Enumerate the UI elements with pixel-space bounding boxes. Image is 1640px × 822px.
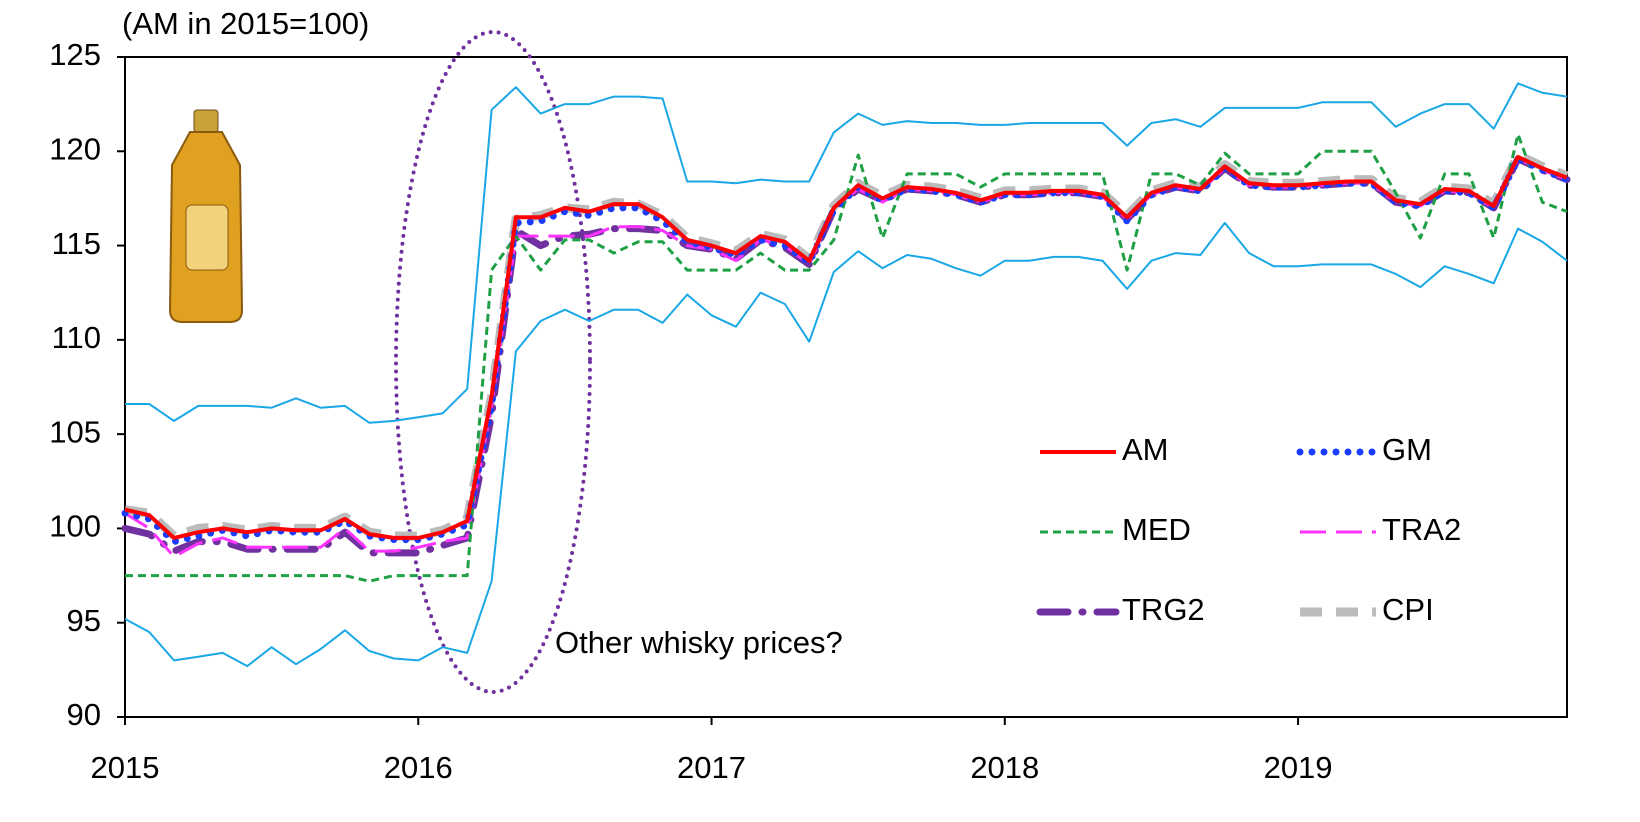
y-tick-label: 110: [52, 320, 101, 355]
series-line: [125, 83, 1567, 422]
series-line: [125, 157, 1567, 538]
legend-label: AM: [1122, 432, 1169, 467]
bottle-icon: [170, 110, 242, 322]
legend-label: CPI: [1382, 592, 1434, 627]
series-line: [125, 223, 1567, 666]
y-tick-label: 100: [49, 509, 101, 544]
axis-unit-note: (AM in 2015=100): [122, 6, 369, 41]
series-line: [125, 155, 1567, 536]
y-tick-label: 95: [67, 603, 101, 638]
y-tick-label: 125: [49, 37, 101, 72]
x-tick-label: 2019: [1264, 750, 1333, 785]
legend-label: MED: [1122, 512, 1191, 547]
plot-frame: [125, 57, 1567, 717]
series-line: [125, 159, 1567, 557]
x-tick-label: 2015: [91, 750, 160, 785]
x-tick-label: 2018: [970, 750, 1039, 785]
x-tick-label: 2017: [677, 750, 746, 785]
legend-label: GM: [1382, 432, 1432, 467]
legend-label: TRA2: [1382, 512, 1461, 547]
y-tick-label: 120: [49, 131, 101, 166]
y-tick-label: 105: [49, 414, 101, 449]
x-tick-label: 2016: [384, 750, 453, 785]
y-tick-label: 115: [52, 226, 101, 261]
legend-label: TRG2: [1122, 592, 1205, 627]
series-line: [125, 159, 1567, 553]
series-line: [125, 159, 1567, 542]
annotation: Other whisky prices?: [555, 625, 843, 660]
chart: (AM in 2015=100) Other whisky prices? 90…: [0, 0, 1640, 822]
y-tick-label: 90: [67, 697, 101, 732]
